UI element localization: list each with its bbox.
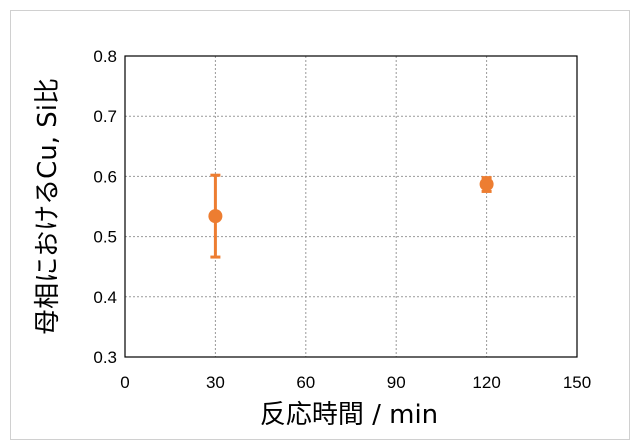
x-tick-label: 90 xyxy=(387,373,406,392)
y-tick-label: 0.8 xyxy=(93,47,117,66)
x-axis-title: 反応時間 / min xyxy=(260,400,438,425)
data-point xyxy=(479,177,494,192)
y-tick-label: 0.4 xyxy=(93,288,117,307)
y-axis-title: 母相におけるCu, Si比 xyxy=(33,78,63,335)
data-marks xyxy=(208,173,494,259)
plot-area-border xyxy=(124,55,578,358)
x-tick-label: 150 xyxy=(563,373,591,392)
x-tick-label: 30 xyxy=(206,373,225,392)
data-point xyxy=(208,209,223,224)
y-tick-labels: 0.3 0.4 0.5 0.6 0.7 0.8 xyxy=(93,47,117,367)
gridlines xyxy=(124,55,578,358)
y-tick-label: 0.7 xyxy=(93,107,117,126)
x-tick-label: 120 xyxy=(472,373,500,392)
x-tick-label: 60 xyxy=(296,373,315,392)
x-tick-label: 0 xyxy=(120,373,129,392)
y-tick-label: 0.3 xyxy=(93,348,117,367)
scatter-chart: 0.3 0.4 0.5 0.6 0.7 0.8 0 30 60 90 120 150 母相におけるC… xyxy=(33,47,591,425)
x-tick-labels: 0 30 60 90 120 150 xyxy=(120,373,591,392)
y-tick-label: 0.6 xyxy=(93,167,117,186)
y-tick-label: 0.5 xyxy=(93,228,117,247)
